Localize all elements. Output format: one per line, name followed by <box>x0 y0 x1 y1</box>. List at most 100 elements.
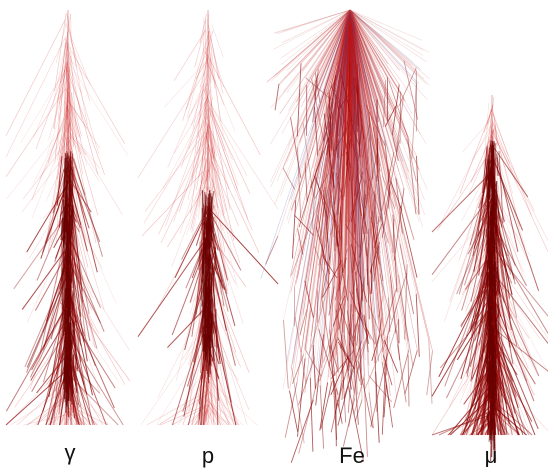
track <box>70 85 74 145</box>
track <box>65 266 68 283</box>
track <box>274 84 280 111</box>
track <box>327 9 351 383</box>
track <box>191 129 210 178</box>
track <box>383 140 400 215</box>
track <box>61 288 64 322</box>
track <box>489 324 536 396</box>
track <box>206 391 220 426</box>
track <box>68 69 72 140</box>
track <box>336 9 351 232</box>
track <box>69 156 72 195</box>
track <box>297 9 351 229</box>
track <box>209 241 229 312</box>
track <box>346 189 359 230</box>
track <box>485 339 489 364</box>
panel-label: μ <box>485 443 498 468</box>
track <box>329 9 351 257</box>
track <box>322 9 351 233</box>
track <box>488 163 493 200</box>
track <box>349 9 409 137</box>
track <box>165 104 210 227</box>
track <box>376 98 379 123</box>
track <box>205 412 208 426</box>
track <box>384 105 397 127</box>
track <box>491 108 509 156</box>
track <box>66 403 88 426</box>
track <box>349 9 360 315</box>
track <box>364 346 384 389</box>
track <box>349 9 366 299</box>
track <box>306 9 351 310</box>
track <box>335 9 351 389</box>
track <box>205 30 225 89</box>
track <box>337 9 351 339</box>
track <box>329 9 351 398</box>
track <box>204 257 208 295</box>
track <box>347 9 351 357</box>
track <box>65 88 81 139</box>
track <box>349 9 404 162</box>
track <box>72 329 75 347</box>
track <box>349 9 363 400</box>
showers <box>5 9 548 463</box>
track <box>349 9 360 325</box>
track <box>140 329 208 426</box>
track <box>366 268 377 344</box>
track <box>66 105 99 216</box>
track <box>208 121 215 162</box>
track <box>66 133 82 155</box>
track <box>328 286 335 316</box>
track <box>209 59 216 162</box>
track <box>491 104 497 134</box>
track <box>346 9 351 379</box>
panel-label: γ <box>65 440 76 465</box>
track <box>198 124 209 208</box>
track <box>334 9 351 86</box>
track <box>57 102 69 161</box>
track <box>368 175 378 247</box>
track <box>328 9 351 378</box>
track <box>349 9 358 192</box>
track <box>456 212 492 295</box>
track <box>349 9 433 351</box>
track <box>338 9 351 140</box>
track <box>206 387 232 426</box>
track <box>68 310 70 349</box>
track <box>206 408 217 426</box>
track <box>349 9 386 373</box>
track <box>313 9 351 147</box>
track <box>208 41 216 89</box>
track <box>314 9 351 123</box>
track <box>208 107 238 191</box>
track <box>292 9 351 248</box>
track <box>349 9 381 275</box>
track <box>206 399 240 426</box>
track <box>495 182 500 219</box>
track <box>63 63 68 116</box>
track <box>67 406 86 426</box>
track <box>443 202 486 322</box>
track <box>302 9 351 315</box>
track <box>392 136 399 162</box>
track <box>319 327 338 382</box>
track <box>54 38 69 164</box>
track <box>70 60 88 80</box>
track <box>290 9 351 200</box>
track <box>67 102 71 140</box>
track <box>349 9 391 276</box>
track <box>365 104 386 146</box>
track <box>206 309 250 411</box>
track <box>70 407 78 426</box>
track <box>341 376 345 400</box>
track <box>158 132 208 235</box>
track <box>349 291 369 337</box>
track <box>64 67 67 113</box>
track <box>294 9 351 317</box>
track <box>349 9 383 176</box>
track <box>379 273 392 321</box>
track <box>5 88 66 177</box>
track <box>337 9 351 126</box>
track <box>208 411 216 426</box>
track <box>461 244 490 296</box>
